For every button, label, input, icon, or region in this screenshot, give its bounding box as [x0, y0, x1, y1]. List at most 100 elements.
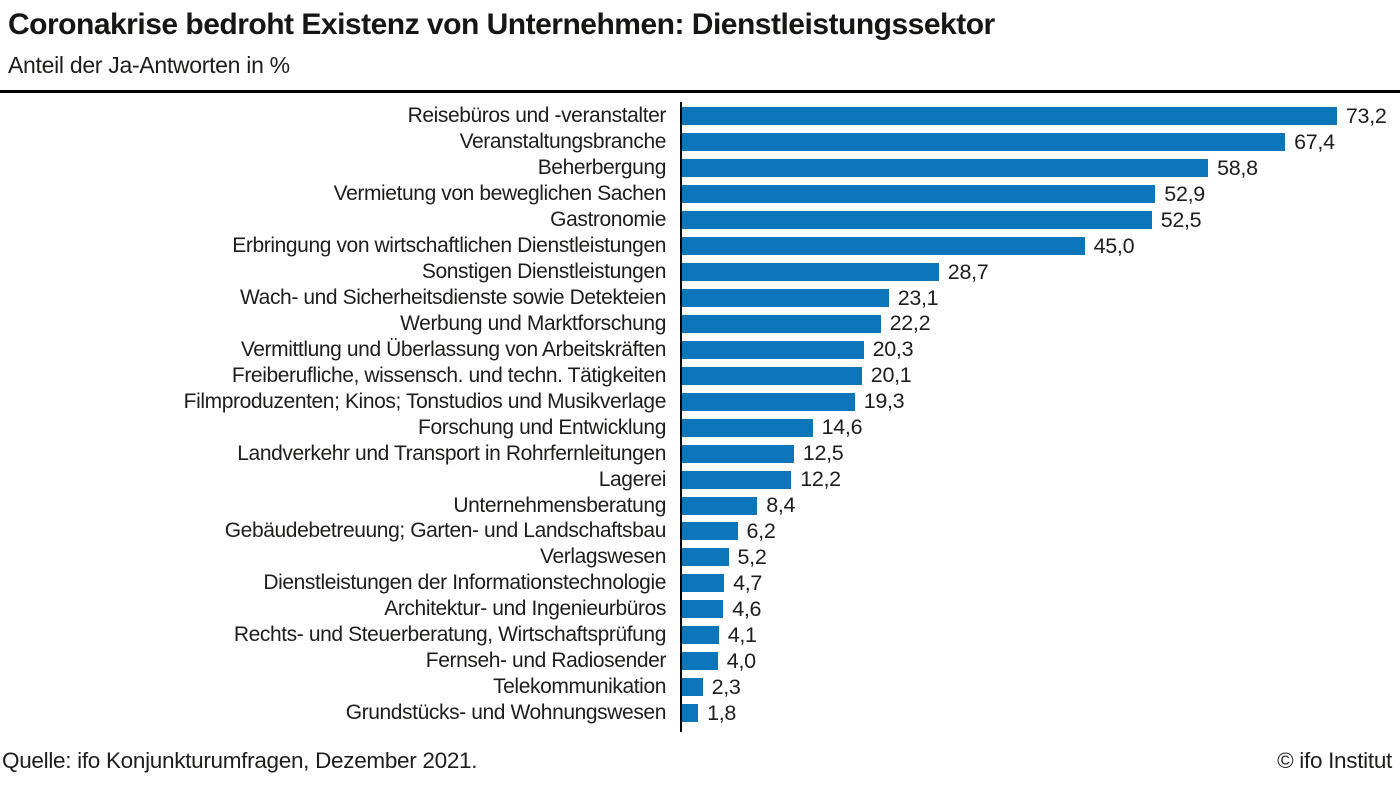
- category-label: Gastronomie: [550, 208, 666, 232]
- bar-area: 5,2: [682, 545, 767, 570]
- value-label: 73,2: [1345, 103, 1387, 128]
- bar-row: Wach- und Sicherheitsdienste sowie Detek…: [0, 285, 1400, 311]
- bar-row: Vermietung von beweglichen Sachen 52,9: [0, 181, 1400, 207]
- bar-row: Vermittlung und Überlassung von Arbeitsk…: [0, 337, 1400, 363]
- bar-area: 14,6: [682, 415, 863, 440]
- category-label: Filmproduzenten; Kinos; Tonstudios und M…: [183, 389, 667, 413]
- category-label: Landverkehr und Transport in Rohrfernlei…: [237, 441, 666, 465]
- bar-area: 28,7: [682, 260, 989, 285]
- bar-area: 4,0: [682, 649, 756, 674]
- value-label: 52,9: [1164, 181, 1205, 206]
- bar: [682, 470, 792, 489]
- category-label: Veranstaltungsbranche: [459, 130, 667, 154]
- chart-header: Coronakrise bedroht Existenz von Unterne…: [0, 0, 1400, 79]
- category-label: Beherbergung: [537, 156, 667, 180]
- category-label: Fernseh- und Radiosender: [425, 649, 667, 673]
- bar-row: Erbringung von wirtschaftlichen Dienstle…: [0, 233, 1400, 259]
- bar: [682, 704, 699, 723]
- value-label: 20,1: [870, 363, 912, 388]
- category-label: Reisebüros und -veranstalter: [407, 104, 667, 128]
- value-label: 2,3: [711, 674, 741, 699]
- value-label: 14,6: [821, 415, 863, 440]
- category-label: Rechts- und Steuerberatung, Wirtschaftsp…: [233, 623, 667, 647]
- value-label: 23,1: [897, 285, 939, 310]
- bar: [682, 600, 724, 619]
- bar-row: Telekommunikation 2,3: [0, 674, 1400, 700]
- value-label: 5,2: [737, 544, 767, 569]
- bar: [682, 678, 703, 697]
- copyright-note: © ifo Institut: [1277, 747, 1392, 773]
- bar: [682, 133, 1286, 152]
- bar-row: Lagerei 12,2: [0, 467, 1400, 493]
- bar-area: 4,1: [682, 623, 757, 648]
- category-label: Grundstücks- und Wohnungswesen: [345, 701, 667, 725]
- bar-row: Beherbergung 58,8: [0, 155, 1400, 181]
- bar-area: 58,8: [682, 156, 1258, 181]
- category-label: Werbung und Marktforschung: [400, 311, 666, 335]
- value-label: 12,5: [802, 441, 844, 466]
- source-note: Quelle: ifo Konjunkturumfragen, Dezember…: [2, 747, 478, 773]
- bar: [682, 263, 939, 282]
- chart-title: Coronakrise bedroht Existenz von Unterne…: [8, 8, 995, 41]
- bar-area: 4,6: [682, 597, 761, 622]
- bar-area: 52,9: [682, 182, 1205, 207]
- bar-row: Rechts- und Steuerberatung, Wirtschaftsp…: [0, 622, 1400, 648]
- bar: [682, 444, 794, 463]
- value-label: 8,4: [766, 493, 796, 518]
- bar: [682, 237, 1085, 256]
- bar-area: 73,2: [682, 104, 1387, 129]
- bar-row: Veranstaltungsbranche 67,4: [0, 129, 1400, 155]
- bar-row: Unternehmensberatung 8,4: [0, 493, 1400, 519]
- bar-row: Freiberufliche, wissensch. und techn. Tä…: [0, 363, 1400, 389]
- bar-area: 1,8: [682, 701, 736, 726]
- bar-area: 45,0: [682, 234, 1135, 259]
- bar-row: Sonstigen Dienstleistungen 28,7: [0, 259, 1400, 285]
- chart-subtitle: Anteil der Ja-Antworten in %: [8, 51, 290, 78]
- bar-row: Fernseh- und Radiosender 4,0: [0, 648, 1400, 674]
- bar-area: 12,5: [682, 441, 844, 466]
- value-label: 20,3: [872, 337, 914, 362]
- bar-row: Verlagswesen 5,2: [0, 544, 1400, 570]
- bar-row: Werbung und Marktforschung 22,2: [0, 311, 1400, 337]
- y-axis-line: [680, 101, 682, 732]
- bar-area: 22,2: [682, 311, 931, 336]
- category-label: Erbringung von wirtschaftlichen Dienstle…: [232, 234, 666, 258]
- bar-area: 23,1: [682, 285, 939, 311]
- bar-area: 2,3: [682, 675, 741, 700]
- category-label: Forschung und Entwicklung: [418, 415, 666, 439]
- bar-area: 52,5: [682, 207, 1202, 233]
- header-divider: [0, 89, 1400, 93]
- category-label: Dienstleistungen der Informationstechnol…: [263, 571, 666, 595]
- bar-area: 19,3: [682, 389, 905, 414]
- bar-area: 67,4: [682, 130, 1335, 155]
- bar-row: Dienstleistungen der Informationstechnol…: [0, 570, 1400, 596]
- value-label: 4,1: [727, 622, 757, 647]
- bar-row: Filmproduzenten; Kinos; Tonstudios und M…: [0, 389, 1400, 415]
- value-label: 4,6: [732, 596, 762, 621]
- bar-area: 20,3: [682, 337, 914, 362]
- value-label: 4,0: [726, 648, 756, 673]
- bar-row: Grundstücks- und Wohnungswesen 1,8: [0, 700, 1400, 726]
- bar-area: 4,7: [682, 571, 762, 596]
- bar-row: Gebäudebetreuung; Garten- und Landschaft…: [0, 519, 1400, 545]
- bar-row: Reisebüros und -veranstalter 73,2: [0, 104, 1400, 130]
- bar-area: 12,2: [682, 467, 841, 492]
- bar-area: 20,1: [682, 363, 912, 388]
- value-label: 4,7: [733, 570, 763, 595]
- bar: [682, 289, 889, 308]
- value-label: 19,3: [863, 389, 905, 414]
- bar: [682, 574, 725, 593]
- bar: [682, 496, 758, 515]
- category-label: Verlagswesen: [540, 545, 666, 569]
- bar: [682, 185, 1156, 204]
- value-label: 52,5: [1160, 207, 1202, 232]
- value-label: 67,4: [1294, 129, 1335, 154]
- category-label: Vermietung von beweglichen Sachen: [333, 182, 667, 206]
- bar-row: Landverkehr und Transport in Rohrfernlei…: [0, 441, 1400, 467]
- value-label: 58,8: [1217, 155, 1258, 180]
- category-label: Telekommunikation: [493, 675, 666, 699]
- value-label: 22,2: [889, 311, 931, 336]
- bar: [682, 107, 1337, 126]
- bar: [682, 418, 813, 437]
